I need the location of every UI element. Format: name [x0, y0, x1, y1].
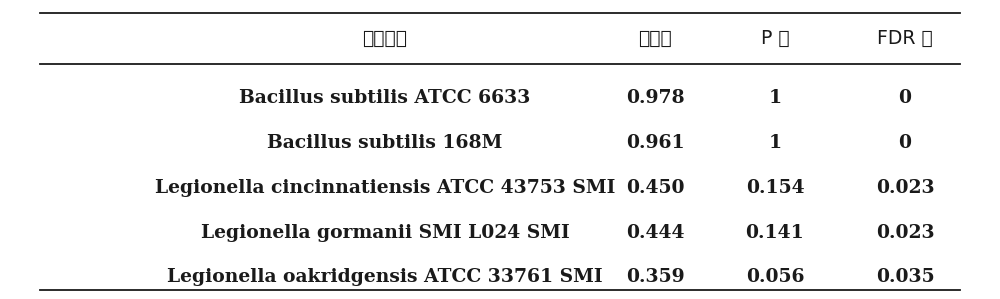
Text: 菌株名称: 菌株名称: [362, 29, 408, 48]
Text: Bacillus subtilis ATCC 6633: Bacillus subtilis ATCC 6633: [239, 89, 531, 107]
Text: 0.141: 0.141: [746, 224, 804, 242]
Text: 0.444: 0.444: [626, 224, 684, 242]
Text: 0.359: 0.359: [626, 269, 684, 286]
Text: FDR 值: FDR 值: [877, 29, 933, 48]
Text: 0.023: 0.023: [876, 179, 934, 197]
Text: Legionella cincinnatiensis ATCC 43753 SMI: Legionella cincinnatiensis ATCC 43753 SM…: [155, 179, 615, 197]
Text: P 值: P 值: [761, 29, 789, 48]
Text: 0.154: 0.154: [746, 179, 804, 197]
Text: 0.056: 0.056: [746, 269, 804, 286]
Text: 0.023: 0.023: [876, 224, 934, 242]
Text: 1: 1: [768, 134, 782, 152]
Text: 相似度: 相似度: [638, 29, 672, 48]
Text: 0: 0: [898, 89, 912, 107]
Text: 0.035: 0.035: [876, 269, 934, 286]
Text: 0.961: 0.961: [626, 134, 684, 152]
Text: Legionella oakridgensis ATCC 33761 SMI: Legionella oakridgensis ATCC 33761 SMI: [167, 269, 603, 286]
Text: Bacillus subtilis 168M: Bacillus subtilis 168M: [267, 134, 503, 152]
Text: Legionella gormanii SMI L024 SMI: Legionella gormanii SMI L024 SMI: [201, 224, 569, 242]
Text: 0.450: 0.450: [626, 179, 684, 197]
Text: 0.978: 0.978: [626, 89, 684, 107]
Text: 0: 0: [898, 134, 912, 152]
Text: 1: 1: [768, 89, 782, 107]
